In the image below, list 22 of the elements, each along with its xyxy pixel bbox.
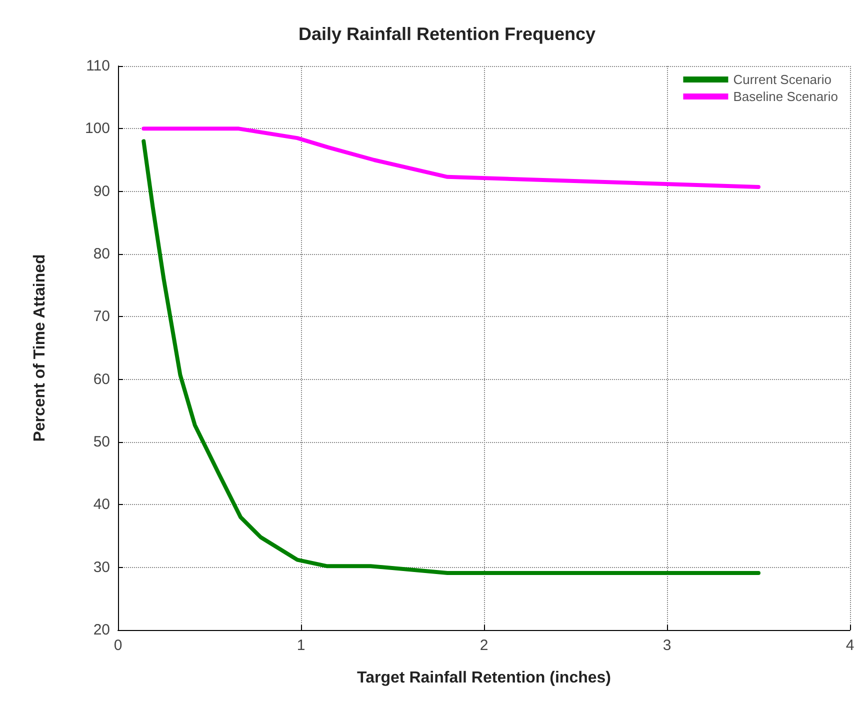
x-tick-label: 2 xyxy=(480,637,488,654)
x-tick-label: 4 xyxy=(846,637,854,654)
x-axis-title: Target Rainfall Retention (inches) xyxy=(357,670,611,686)
x-tick-label: 3 xyxy=(662,637,672,654)
y-tick-label: 100 xyxy=(84,120,110,138)
y-axis-title: Percent of Time Attained xyxy=(32,254,48,442)
x-tick-label: 0 xyxy=(114,637,122,654)
x-tick-label: 1 xyxy=(296,637,306,654)
line-series xyxy=(142,126,760,189)
y-tick-label: 80 xyxy=(93,246,110,262)
y-tick-label: 30 xyxy=(93,558,110,576)
legend-label: Baseline Scenario xyxy=(733,89,838,104)
y-tick-label: 70 xyxy=(93,308,110,326)
line-series xyxy=(142,139,760,575)
y-tick-label: 40 xyxy=(93,496,110,514)
y-tick-label: 20 xyxy=(93,622,110,638)
y-tick-label: 50 xyxy=(93,434,110,450)
chart-title: Daily Rainfall Retention Frequency xyxy=(298,24,596,44)
legend-label: Current Scenario xyxy=(733,72,832,87)
y-tick-label: 110 xyxy=(86,58,110,74)
y-tick-label: 60 xyxy=(93,370,110,388)
y-tick-label: 90 xyxy=(93,182,110,200)
